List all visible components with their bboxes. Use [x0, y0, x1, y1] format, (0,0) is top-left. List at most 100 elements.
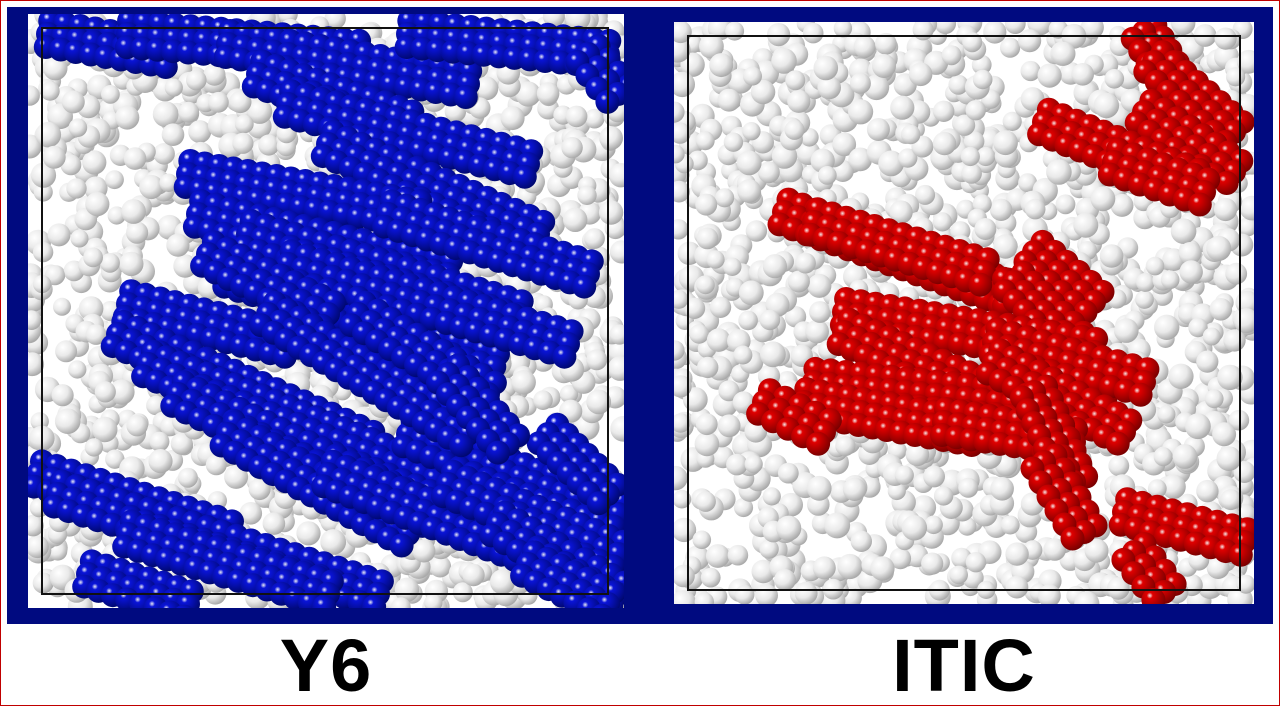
white-atom	[674, 180, 690, 203]
white-atom	[563, 207, 588, 232]
white-atom	[429, 555, 452, 578]
white-atom	[55, 340, 78, 363]
white-atom	[733, 497, 754, 518]
white-atom	[674, 340, 685, 361]
white-atom	[28, 85, 40, 106]
white-atom	[833, 22, 853, 38]
itic-red-domain	[746, 22, 1254, 604]
white-atom	[536, 82, 560, 105]
white-atom	[762, 254, 787, 279]
white-atom	[717, 414, 741, 438]
white-atom	[247, 98, 273, 124]
white-atom	[932, 131, 957, 156]
white-atom	[561, 136, 583, 159]
white-atom	[717, 88, 741, 112]
white-atom	[1046, 159, 1072, 185]
white-atom	[42, 145, 66, 169]
white-atom	[850, 530, 872, 552]
white-atom	[848, 99, 874, 125]
white-atom	[1160, 270, 1180, 290]
white-atom	[1104, 69, 1125, 89]
white-atom	[599, 126, 623, 150]
white-atom	[610, 416, 624, 442]
white-atom	[965, 552, 987, 573]
white-atom	[1074, 591, 1100, 604]
white-atom	[105, 170, 124, 190]
white-atom	[777, 462, 799, 484]
white-atom	[248, 478, 271, 501]
white-atom	[692, 530, 712, 550]
white-atom	[1239, 195, 1254, 221]
white-atom	[924, 515, 943, 535]
white-atom	[474, 76, 499, 101]
white-atom	[232, 132, 254, 154]
white-atom	[1004, 22, 1026, 34]
white-atom	[149, 431, 170, 452]
white-atom	[1153, 447, 1173, 467]
white-atom	[674, 101, 685, 123]
white-atom	[932, 212, 952, 232]
white-atom	[866, 118, 890, 141]
white-atom	[750, 79, 776, 105]
white-atom	[1216, 446, 1242, 471]
white-atom	[262, 512, 286, 535]
white-atom	[1225, 262, 1248, 285]
white-atom	[706, 328, 731, 352]
white-atom	[742, 122, 761, 141]
white-atom	[983, 22, 1007, 44]
white-atom	[32, 241, 54, 263]
white-atom	[960, 146, 980, 167]
white-atom	[462, 563, 485, 587]
white-atom	[152, 101, 179, 128]
white-atom	[109, 379, 135, 405]
white-atom	[953, 114, 976, 136]
white-atom	[751, 559, 776, 584]
white-atom	[767, 23, 791, 47]
white-atom	[832, 132, 857, 157]
y6-blue-domain	[28, 14, 624, 608]
white-atom	[61, 90, 85, 114]
white-atom	[962, 32, 983, 53]
white-atom	[743, 66, 762, 86]
white-atom	[699, 33, 724, 59]
white-atom	[848, 147, 873, 172]
white-atom	[695, 131, 715, 151]
white-atom	[737, 179, 762, 203]
white-atom	[817, 166, 837, 185]
white-atom	[805, 319, 829, 344]
white-atom	[43, 56, 68, 81]
white-atom	[958, 477, 979, 498]
white-atom	[1168, 363, 1194, 389]
white-atom	[674, 489, 692, 509]
white-atom	[1000, 37, 1021, 58]
white-atom	[70, 229, 89, 248]
white-atom	[806, 475, 832, 501]
white-atom	[771, 48, 797, 74]
white-atom	[709, 296, 732, 318]
y6-simulation-box	[28, 14, 624, 608]
white-atom	[875, 32, 897, 55]
white-atom	[812, 556, 836, 580]
white-atom	[85, 324, 107, 345]
white-atom	[577, 185, 597, 205]
white-atom	[1005, 542, 1029, 566]
white-atom	[565, 105, 588, 128]
white-atom	[949, 565, 968, 585]
white-atom	[736, 150, 762, 176]
white-atom	[901, 515, 928, 541]
white-atom	[948, 74, 969, 95]
white-atom	[898, 148, 918, 168]
white-atom	[933, 100, 955, 123]
white-atom	[68, 360, 87, 379]
white-atom	[92, 416, 118, 443]
white-atom	[837, 553, 863, 580]
white-atom	[609, 240, 624, 264]
white-atom	[745, 220, 768, 242]
white-atom	[100, 253, 120, 273]
white-atom	[915, 184, 936, 205]
white-atom	[674, 71, 695, 98]
white-atom	[1157, 405, 1176, 424]
white-atom	[694, 431, 720, 457]
white-atom	[234, 114, 254, 134]
white-atom	[853, 35, 876, 58]
